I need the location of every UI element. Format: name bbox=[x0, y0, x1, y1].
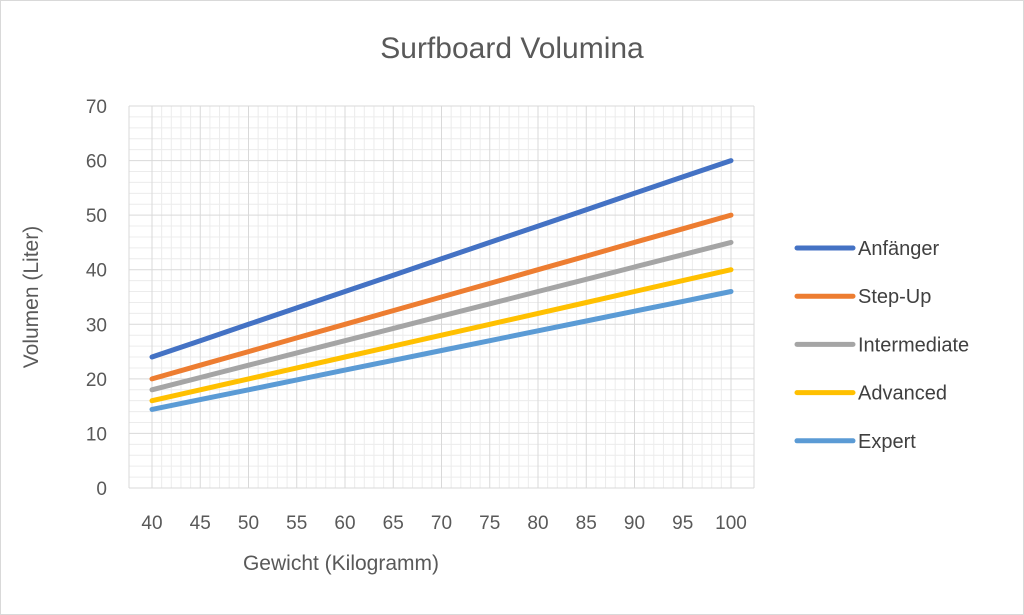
x-tick-label: 70 bbox=[431, 513, 452, 534]
y-tick-label: 0 bbox=[96, 479, 107, 500]
x-tick-label: 100 bbox=[715, 513, 747, 534]
y-tick-label: 70 bbox=[86, 97, 107, 118]
x-tick-label: 60 bbox=[334, 513, 355, 534]
x-tick-label: 95 bbox=[672, 513, 693, 534]
series-line-anf-nger bbox=[149, 158, 734, 360]
x-tick-label: 55 bbox=[286, 513, 307, 534]
chart-title: Surfboard Volumina bbox=[380, 32, 644, 65]
y-axis-title: Volumen (Liter) bbox=[20, 226, 43, 368]
x-axis-title: Gewicht (Kilogramm) bbox=[243, 552, 439, 575]
legend: Anfänger Step-Up Intermediate Advanced Exper… bbox=[794, 238, 969, 453]
legend-label: Advanced bbox=[858, 383, 947, 405]
legend-label: Anfänger bbox=[858, 238, 940, 260]
y-axis-tick-labels: 0 10 20 30 40 50 60 70 bbox=[86, 97, 107, 500]
x-tick-label: 40 bbox=[141, 513, 162, 534]
y-tick-label: 50 bbox=[86, 206, 107, 227]
x-tick-label: 85 bbox=[576, 513, 597, 534]
x-tick-label: 50 bbox=[238, 513, 259, 534]
series-line-advanced bbox=[149, 267, 734, 404]
x-axis-tick-labels: 40 45 50 55 60 65 70 75 80 85 90 95 100 bbox=[141, 513, 746, 534]
y-tick-label: 20 bbox=[86, 370, 107, 391]
x-tick-label: 90 bbox=[624, 513, 645, 534]
series-line-step-up bbox=[149, 212, 734, 382]
y-tick-label: 30 bbox=[86, 315, 107, 336]
x-tick-label: 75 bbox=[479, 513, 500, 534]
series-line-intermediate bbox=[149, 239, 734, 393]
legend-label: Intermediate bbox=[858, 334, 969, 356]
x-tick-label: 65 bbox=[383, 513, 404, 534]
x-tick-label: 80 bbox=[527, 513, 548, 534]
y-tick-label: 10 bbox=[86, 424, 107, 445]
legend-label: Step-Up bbox=[858, 286, 931, 308]
series-line-expert bbox=[149, 289, 734, 412]
y-tick-label: 40 bbox=[86, 261, 107, 282]
y-tick-label: 60 bbox=[86, 152, 107, 173]
series-lines bbox=[149, 158, 734, 412]
legend-label: Expert bbox=[858, 431, 916, 453]
x-tick-label: 45 bbox=[190, 513, 211, 534]
